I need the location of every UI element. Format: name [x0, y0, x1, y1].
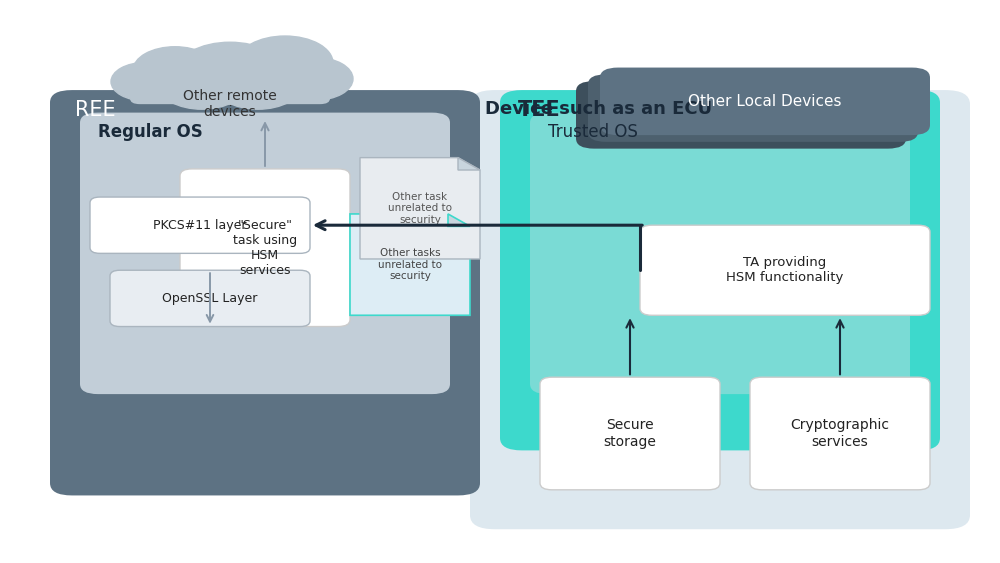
Polygon shape: [458, 158, 480, 170]
FancyBboxPatch shape: [600, 68, 930, 135]
FancyBboxPatch shape: [90, 197, 310, 253]
Text: Trusted OS: Trusted OS: [548, 123, 638, 141]
Text: Cryptographic
services: Cryptographic services: [790, 418, 890, 449]
FancyBboxPatch shape: [588, 74, 918, 142]
Text: Other task
unrelated to
security: Other task unrelated to security: [388, 192, 452, 225]
Text: Device such as an ECU: Device such as an ECU: [485, 100, 712, 118]
Text: Other remote
devices: Other remote devices: [183, 89, 277, 119]
Circle shape: [158, 60, 246, 109]
Circle shape: [133, 47, 217, 94]
Text: OpenSSL Layer: OpenSSL Layer: [162, 292, 258, 305]
Text: Other Local Devices: Other Local Devices: [688, 94, 842, 109]
Text: TA providing
HSM functionality: TA providing HSM functionality: [726, 256, 844, 284]
FancyBboxPatch shape: [640, 225, 930, 315]
Polygon shape: [360, 158, 480, 259]
FancyBboxPatch shape: [576, 81, 906, 149]
FancyBboxPatch shape: [180, 169, 350, 327]
FancyBboxPatch shape: [110, 270, 310, 327]
FancyBboxPatch shape: [130, 79, 330, 104]
Circle shape: [277, 57, 353, 100]
Text: Other tasks
unrelated to
security: Other tasks unrelated to security: [378, 248, 442, 281]
Text: Secure
storage: Secure storage: [604, 418, 656, 449]
FancyBboxPatch shape: [500, 90, 940, 450]
FancyBboxPatch shape: [80, 113, 450, 394]
FancyBboxPatch shape: [50, 90, 480, 495]
FancyBboxPatch shape: [470, 90, 970, 529]
Text: REE: REE: [75, 100, 116, 120]
Circle shape: [237, 36, 333, 90]
FancyBboxPatch shape: [750, 377, 930, 490]
Text: TEE: TEE: [518, 100, 561, 120]
Polygon shape: [448, 214, 470, 226]
FancyBboxPatch shape: [540, 377, 720, 490]
Circle shape: [175, 42, 285, 104]
FancyBboxPatch shape: [530, 113, 910, 394]
Text: Regular OS: Regular OS: [98, 123, 203, 141]
Polygon shape: [350, 214, 470, 315]
Text: "Secure"
task using
HSM
services: "Secure" task using HSM services: [233, 218, 297, 277]
Text: PKCS#11 layer: PKCS#11 layer: [153, 218, 247, 232]
Circle shape: [214, 60, 302, 109]
Circle shape: [111, 62, 179, 101]
